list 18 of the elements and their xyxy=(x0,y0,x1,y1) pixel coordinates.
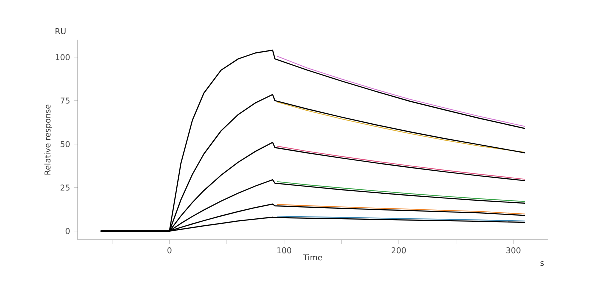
x-tick-label: 200 xyxy=(392,248,406,254)
text: s xyxy=(540,262,544,266)
text: RU xyxy=(56,28,66,34)
line-series xyxy=(277,182,526,202)
line-series xyxy=(277,204,526,215)
y-tick-label: 0 xyxy=(66,228,70,234)
x-axis-title: Time xyxy=(303,254,322,261)
y-tick-label: 50 xyxy=(60,141,70,148)
line-series xyxy=(277,146,526,180)
x-tick-label: 100 xyxy=(278,248,292,254)
y-tick-label: 25 xyxy=(60,184,70,191)
line-series xyxy=(277,56,526,128)
y-tick-label: 100 xyxy=(56,54,70,60)
y-axis-title: Relative response xyxy=(44,104,52,175)
x-tick-label: 300 xyxy=(506,248,521,254)
x-tick-label: 0 xyxy=(168,248,172,254)
line-series xyxy=(277,102,526,153)
y-tick-label: 75 xyxy=(60,98,70,104)
